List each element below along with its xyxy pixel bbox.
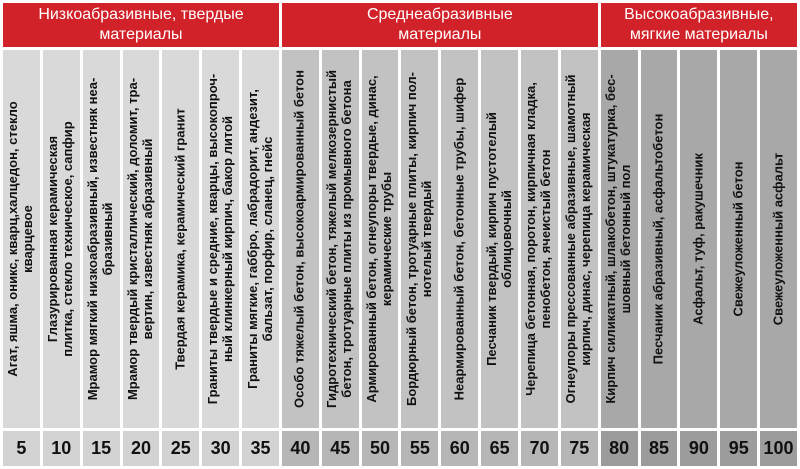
- scale-value: 40: [290, 438, 311, 458]
- material-label: Свежеуложенный асфальт: [770, 152, 786, 326]
- scale-value: 65: [489, 438, 510, 458]
- material-label: Огнеупоры прессованные абразивные, шамот…: [563, 74, 594, 404]
- material-column: Бордюрный бетон, тротуарные плиты, кирпи…: [401, 50, 439, 428]
- scale-value-cell: 10: [42, 431, 80, 466]
- scale-value: 35: [250, 438, 271, 458]
- material-label: Глазурированная керамическая плитка, сте…: [45, 121, 76, 357]
- scale-value-cell: 40: [281, 431, 319, 466]
- scale-value: 60: [449, 438, 470, 458]
- scale-value: 90: [688, 438, 709, 458]
- scale-value-cell: 85: [640, 431, 678, 466]
- scale-value: 45: [330, 438, 351, 458]
- group-header-medium-abrasive: Среднеабразивные материалы: [281, 3, 598, 47]
- scale-value-cell: 50: [361, 431, 399, 466]
- material-column: Черепица бетонная, поротон, кирпичная кл…: [521, 50, 558, 428]
- scale-value-cell: 35: [242, 431, 279, 466]
- scale-value-cell: 100: [760, 431, 797, 466]
- scale-value-cell: 15: [82, 431, 120, 466]
- scale-value-cell: 70: [521, 431, 558, 466]
- material-column: Песчаник абразивный, асфальтобетон: [640, 50, 678, 428]
- material-label: Особо тяжелый бетон, высокоармированный …: [291, 70, 307, 408]
- material-label: Армированный бетон, огнеупоры твердые, д…: [364, 75, 395, 403]
- scale-value-cell: 55: [401, 431, 439, 466]
- material-label: Бордюрный бетон, тротуарные плиты, кирпи…: [403, 72, 434, 406]
- scale-value-cell: 75: [560, 431, 598, 466]
- scale-value: 85: [649, 438, 670, 458]
- scale-value: 75: [569, 438, 590, 458]
- material-label: Песчаник абразивный, асфальтобетон: [650, 113, 666, 365]
- material-column: Агат, яшма, оникс, кварц,халцедон, стекл…: [3, 50, 40, 428]
- material-column: Песчаник твердый, кирпич пустотелый обли…: [481, 50, 519, 428]
- material-column: Армированный бетон, огнеупоры твердые, д…: [361, 50, 399, 428]
- material-column: Неармированный бетон, бетонные трубы, ши…: [441, 50, 479, 428]
- material-column: Свежеуложенный бетон: [720, 50, 758, 428]
- material-column: Мрамор твердый кристаллический, доломит,…: [122, 50, 160, 428]
- material-label: Мрамор мягкий низкоабразивный, известняк…: [85, 77, 116, 401]
- scale-value: 5: [16, 438, 27, 458]
- scale-value: 55: [409, 438, 430, 458]
- material-label: Граниты твердые и средние, кварцы, высок…: [204, 73, 235, 405]
- material-label: Асфальт, туф, ракушечник: [690, 153, 706, 325]
- scale-value-cell: 90: [680, 431, 718, 466]
- material-label: Агат, яшма, оникс, кварц,халцедон, стекл…: [5, 101, 36, 377]
- material-column: Кирпич силикатный, шлакобетон, штукатурк…: [600, 50, 638, 428]
- material-column: Гидротехнический бетон, тяжелый мелкозер…: [321, 50, 359, 428]
- material-label: Твердая керамика, керамический гранит: [172, 108, 188, 370]
- material-label: Черепица бетонная, поротон, кирпичная кл…: [523, 82, 554, 396]
- scale-value-cell: 25: [162, 431, 200, 466]
- scale-value-cell: 60: [441, 431, 479, 466]
- material-label: Граниты мягкие, габбро, лабрадорит, анде…: [244, 89, 275, 389]
- scale-value: 15: [91, 438, 112, 458]
- scale-value-cell: 65: [481, 431, 519, 466]
- scale-value-cell: 30: [202, 431, 240, 466]
- scale-value-cell: 45: [321, 431, 359, 466]
- material-label: Свежеуложенный бетон: [730, 161, 746, 317]
- scale-value: 70: [529, 438, 550, 458]
- scale-value-cell: 80: [600, 431, 638, 466]
- material-column: Граниты мягкие, габбро, лабрадорит, анде…: [242, 50, 279, 428]
- material-column: Глазурированная керамическая плитка, сте…: [42, 50, 80, 428]
- material-column: Мрамор мягкий низкоабразивный, известняк…: [82, 50, 120, 428]
- material-column: Граниты твердые и средние, кварцы, высок…: [202, 50, 240, 428]
- material-column: Твердая керамика, керамический гранит: [162, 50, 200, 428]
- material-column: Асфальт, туф, ракушечник: [680, 50, 718, 428]
- scale-value-cell: 95: [720, 431, 758, 466]
- scale-value: 95: [728, 438, 749, 458]
- scale-value: 25: [170, 438, 191, 458]
- material-column: Огнеупоры прессованные абразивные, шамот…: [560, 50, 598, 428]
- material-label: Песчаник твердый, кирпич пустотелый обли…: [483, 112, 514, 366]
- material-label: Неармированный бетон, бетонные трубы, ши…: [451, 77, 467, 401]
- group-header-high-abrasive: Высокоабразивные, мягкие материалы: [600, 3, 797, 47]
- group-header-low-abrasive: Низкоабразивные, твердые материалы: [3, 3, 279, 47]
- scale-value-cell: 20: [122, 431, 160, 466]
- material-label: Мрамор твердый кристаллический, доломит,…: [125, 77, 155, 401]
- material-column: Особо тяжелый бетон, высокоармированный …: [281, 50, 319, 428]
- scale-value: 30: [210, 438, 231, 458]
- scale-value-cell: 5: [3, 431, 40, 466]
- material-column: Свежеуложенный асфальт: [760, 50, 797, 428]
- scale-value: 50: [370, 438, 391, 458]
- scale-value: 10: [51, 438, 72, 458]
- material-label: Гидротехнический бетон, тяжелый мелкозер…: [324, 70, 355, 408]
- abrasiveness-scale-table: Низкоабразивные, твердые материалы Средн…: [3, 3, 797, 466]
- scale-value: 100: [763, 438, 794, 458]
- scale-value: 80: [609, 438, 630, 458]
- material-label: Кирпич силикатный, шлакобетон, штукатурк…: [603, 74, 634, 404]
- scale-value: 20: [130, 438, 151, 458]
